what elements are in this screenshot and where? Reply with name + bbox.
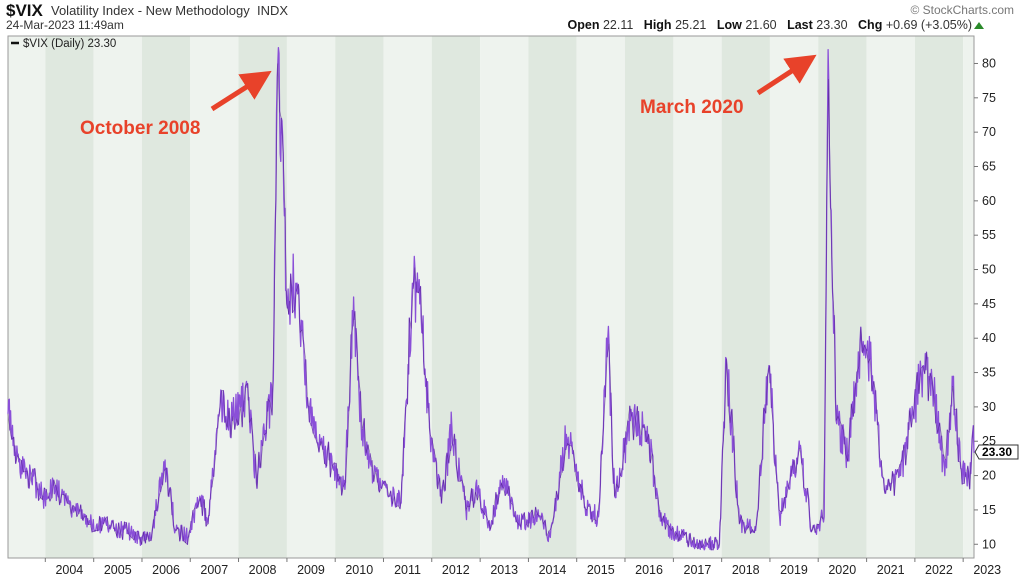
- x-tick-label: 2009: [297, 563, 325, 577]
- y-tick-label: 45: [982, 297, 996, 311]
- symbol[interactable]: $VIX: [6, 1, 43, 20]
- y-tick-label: 55: [982, 228, 996, 242]
- y-tick-label: 40: [982, 331, 996, 345]
- year-band: [866, 36, 915, 558]
- chg-value: +0.69 (+3.05%): [885, 18, 972, 32]
- y-tick-label: 80: [982, 56, 996, 70]
- y-tick-label: 15: [982, 503, 996, 517]
- up-arrow-icon: [974, 22, 984, 29]
- high-value: 25.21: [675, 18, 707, 32]
- x-tick-label: 2020: [828, 563, 856, 577]
- plot-frame: [7, 35, 975, 559]
- ohlc-readout: Open 22.11 High 25.21 Low 21.60 Last 23.…: [568, 18, 972, 32]
- y-tick-label: 75: [982, 91, 996, 105]
- legend: $VIX (Daily) 23.30: [11, 38, 116, 50]
- annotation-label: March 2020: [640, 97, 744, 118]
- open-value: 22.11: [602, 18, 634, 32]
- exchange-label: INDX: [256, 3, 289, 18]
- x-tick-label: 2010: [345, 563, 373, 577]
- year-band: [190, 36, 239, 558]
- brand-watermark[interactable]: © StockCharts.com: [910, 3, 1014, 17]
- x-tick-label: 2023: [973, 563, 1001, 577]
- low-value: 21.60: [745, 18, 777, 32]
- year-band: [383, 36, 432, 558]
- annotation-october-2008: October 2008: [80, 70, 272, 139]
- annotation-label: October 2008: [80, 118, 200, 139]
- x-tick-label: 2018: [732, 563, 760, 577]
- y-tick-label: 70: [982, 125, 996, 139]
- year-band: [914, 36, 964, 558]
- x-tick-label: 2006: [152, 563, 180, 577]
- y-tick-label: 35: [982, 366, 996, 380]
- arrow-icon: [756, 54, 817, 96]
- x-tick-label: 2012: [442, 563, 470, 577]
- year-band: [93, 36, 142, 558]
- x-tick-label: 2004: [55, 563, 83, 577]
- x-tick-label: 2007: [200, 563, 228, 577]
- x-tick-label: 2016: [635, 563, 663, 577]
- year-band: [45, 36, 94, 558]
- timestamp: 24-Mar-2023 11:49am: [6, 18, 124, 32]
- series-layer: [7, 46, 975, 551]
- x-tick-label: 2011: [394, 563, 421, 577]
- year-band: [673, 36, 722, 558]
- x-tick-label: 2021: [877, 563, 905, 577]
- arrow-icon: [210, 70, 272, 112]
- year-band: [624, 36, 674, 558]
- year-band: [528, 36, 577, 558]
- y-tick-label: 65: [982, 160, 996, 174]
- instrument-title: Volatility Index - New Methodology: [51, 3, 250, 18]
- year-band: [721, 36, 770, 558]
- year-bands: [8, 36, 974, 558]
- x-tick-label: 2014: [539, 563, 567, 577]
- x-tick-label: 2005: [104, 563, 132, 577]
- last-value-box: [974, 444, 1019, 460]
- open-label: Open: [567, 18, 600, 32]
- x-axis: 2004 2005 2006 2007 2008 2009 2010 2011 2012 2013…: [44, 558, 1001, 577]
- x-tick-label: 2015: [587, 563, 615, 577]
- annotation-march-2020: March 2020: [640, 54, 817, 118]
- y-tick-label: 50: [982, 263, 996, 277]
- x-tick-label: 2019: [780, 563, 808, 577]
- year-band: [8, 36, 46, 558]
- y-tick-label: 30: [982, 400, 996, 414]
- year-band: [238, 36, 287, 558]
- x-tick-label: 2013: [490, 563, 518, 577]
- y-tick-label: 10: [982, 537, 996, 551]
- x-tick-label: 2022: [925, 563, 953, 577]
- last-label: Last: [787, 18, 813, 32]
- x-tick-label: 2008: [249, 563, 277, 577]
- last-value-label: 23.30: [982, 445, 1012, 459]
- low-label: Low: [716, 18, 742, 32]
- x-tick-label: 2017: [684, 563, 712, 577]
- last-value: 23.30: [816, 18, 848, 32]
- chart-header: $VIX Volatility Index - New Methodology …: [0, 0, 1024, 36]
- vix-series-shadow: [7, 63, 974, 551]
- year-band: [480, 36, 529, 558]
- legend-label: $VIX (Daily) 23.30: [23, 38, 116, 50]
- year-band: [963, 36, 974, 558]
- y-tick-label: 20: [982, 469, 996, 483]
- last-value-marker: 23.30: [974, 444, 1019, 460]
- instrument-name: Volatility Index - New Methodology INDX: [51, 3, 288, 18]
- year-band: [431, 36, 481, 558]
- high-label: High: [643, 18, 672, 32]
- y-tick-label: 60: [982, 194, 996, 208]
- chg-label: Chg: [858, 18, 883, 32]
